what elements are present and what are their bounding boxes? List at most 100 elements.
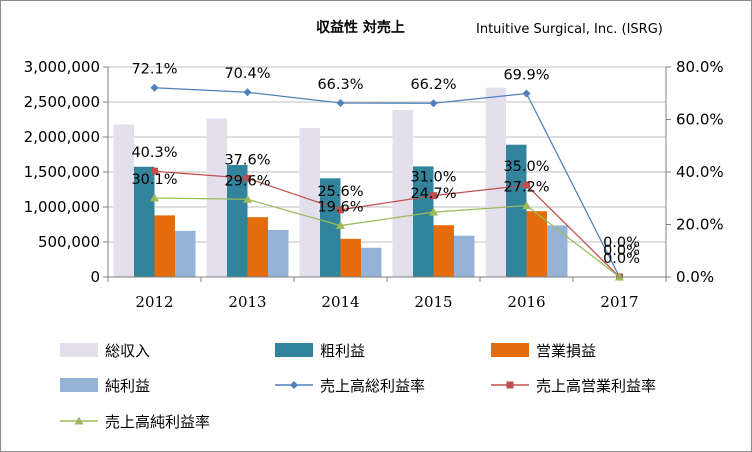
data-label-売上高営業利益率-2015: 31.0% — [410, 170, 456, 186]
data-label-売上高総利益率-2014: 66.3% — [317, 77, 363, 93]
bar-営業損益-2014 — [340, 238, 361, 277]
marker-売上高総利益率-2013 — [243, 88, 252, 97]
data-label-売上高総利益率-2013: 70.4% — [224, 66, 270, 82]
legend-label: 純利益 — [105, 377, 150, 395]
marker-売上高総利益率-2015 — [429, 99, 438, 108]
marker-売上高純利益率-2014 — [336, 221, 345, 230]
x-axis-category-label: 2014 — [321, 293, 359, 311]
marker-売上高営業利益率-2016 — [523, 181, 530, 189]
legend-label: 売上高純利益率 — [105, 413, 210, 431]
bar-粗利益-2012 — [134, 166, 155, 277]
data-label-売上高営業利益率-2014: 25.6% — [317, 184, 363, 200]
bar-series-group — [113, 87, 568, 278]
data-label-売上高総利益率-2017: 0.0% — [603, 235, 640, 251]
bar-営業損益-2013 — [247, 217, 268, 277]
marker-売上高営業利益率-2012 — [151, 167, 158, 175]
legend-label: 粗利益 — [320, 342, 365, 360]
line-売上高営業利益率 — [154, 170, 620, 278]
data-label-売上高営業利益率-2012: 40.3% — [131, 145, 177, 161]
data-label-売上高純利益率-2014: 19.6% — [317, 200, 363, 216]
bar-粗利益-2014 — [320, 178, 341, 277]
left-axis-tick-label: 1,500,000 — [24, 163, 100, 181]
data-label-売上高総利益率-2012: 72.1% — [131, 62, 177, 78]
chart-title: 収益性 対売上 — [316, 19, 405, 36]
legend-item-営業損益: 営業損益 — [491, 342, 596, 360]
bar-粗利益-2013 — [227, 165, 248, 277]
legend-item-粗利益: 粗利益 — [275, 342, 365, 360]
chart-subtitle: Intuitive Surgical, Inc. (ISRG) — [476, 22, 663, 37]
marker-売上高総利益率-2012 — [150, 83, 159, 92]
bar-総収入-2016 — [485, 87, 506, 278]
bar-純利益-2014 — [361, 247, 382, 277]
data-label-売上高純利益率-2017: 0.0% — [603, 251, 640, 267]
bar-営業損益-2015 — [433, 225, 454, 277]
bar-純利益-2016 — [547, 225, 568, 277]
legend-item-純利益: 純利益 — [60, 377, 150, 395]
bar-営業損益-2012 — [154, 215, 175, 277]
bar-純利益-2015 — [454, 235, 475, 277]
legend-label: 総収入 — [105, 342, 150, 360]
right-axis-tick-label: 20.0% — [676, 216, 724, 234]
marker-売上高純利益率-2016 — [522, 201, 531, 210]
bar-総収入-2014 — [299, 127, 320, 278]
data-labels: 72.1% 70.4% 66.3% 66.2% 69.9% 0.0% 40.3% 37.6% 2… — [131, 62, 639, 267]
legend-item-総収入: 総収入 — [60, 342, 150, 360]
legend-marker — [74, 416, 84, 425]
marker-売上高純利益率-2012 — [150, 193, 159, 202]
bar-営業損益-2016 — [526, 211, 547, 277]
left-axis-tick-label: 2,500,000 — [24, 93, 100, 111]
marker-売上高営業利益率-2013 — [244, 174, 251, 182]
legend-swatch — [60, 378, 98, 392]
right-axis-tick-label: 40.0% — [676, 163, 724, 181]
data-label-売上高純利益率-2012: 30.1% — [131, 172, 177, 188]
marker-売上高営業利益率-2014 — [337, 206, 344, 214]
bar-総収入-2012 — [113, 124, 134, 278]
axes: 0 500,000 1,000,000 1,500,000 2,000,000 2,500… — [24, 58, 724, 311]
x-axis-category-label: 2015 — [414, 293, 452, 311]
line-series-group — [150, 83, 624, 281]
legend-label: 売上高営業利益率 — [536, 377, 656, 395]
data-label-売上高純利益率-2016: 27.2% — [503, 180, 549, 196]
legend-swatch — [275, 343, 313, 357]
data-label-売上高純利益率-2015: 24.7% — [410, 186, 456, 202]
data-label-売上高純利益率-2013: 29.6% — [224, 173, 270, 189]
right-axis-tick-label: 80.0% — [676, 58, 724, 76]
bar-総収入-2013 — [206, 118, 227, 277]
legend-swatch — [491, 343, 529, 357]
marker-売上高純利益率-2013 — [243, 194, 252, 203]
legend-marker — [506, 381, 514, 389]
left-axis-tick-label: 2,000,000 — [24, 128, 100, 146]
bar-総収入-2015 — [392, 110, 413, 277]
line-売上高純利益率 — [154, 197, 620, 278]
left-axis-tick-label: 1,000,000 — [24, 198, 100, 216]
legend-swatch — [60, 343, 98, 357]
marker-売上高総利益率-2014 — [336, 98, 345, 107]
left-axis-tick-label: 500,000 — [38, 233, 100, 251]
legend-label: 売上高総利益率 — [320, 377, 425, 395]
data-label-売上高総利益率-2016: 69.9% — [503, 68, 549, 84]
legend-marker — [290, 381, 298, 389]
legend-item-売上高総利益率: 売上高総利益率 — [275, 377, 425, 395]
right-axis-tick-label: 0.0% — [676, 268, 714, 286]
right-axis-tick-label: 60.0% — [676, 111, 724, 129]
data-label-売上高営業利益率-2013: 37.6% — [224, 152, 270, 168]
left-axis-tick-label: 0 — [90, 268, 100, 286]
legend-item-売上高営業利益率: 売上高営業利益率 — [491, 377, 656, 395]
data-label-売上高総利益率-2015: 66.2% — [410, 77, 456, 93]
legend-item-売上高純利益率: 売上高純利益率 — [60, 413, 210, 431]
x-axis-category-label: 2017 — [600, 293, 638, 311]
bar-粗利益-2016 — [506, 144, 527, 277]
x-axis-category-label: 2016 — [507, 293, 545, 311]
left-axis-tick-label: 3,000,000 — [24, 58, 100, 76]
line-売上高総利益率 — [154, 87, 621, 278]
bar-粗利益-2015 — [413, 166, 434, 277]
x-axis-category-label: 2013 — [228, 293, 266, 311]
data-label-売上高営業利益率-2016: 35.0% — [503, 159, 549, 175]
data-label-売上高営業利益率-2017: 0.0% — [603, 243, 640, 259]
marker-売上高営業利益率-2015 — [430, 192, 437, 200]
bar-純利益-2012 — [175, 230, 196, 277]
marker-売上高総利益率-2016 — [522, 89, 531, 98]
